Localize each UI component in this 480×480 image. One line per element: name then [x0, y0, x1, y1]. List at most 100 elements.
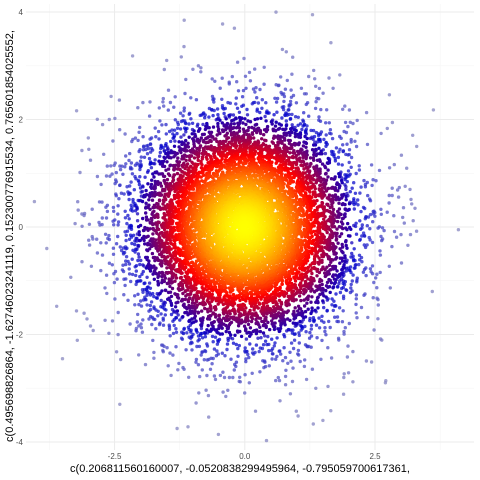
data-point [150, 251, 155, 256]
data-point [260, 319, 264, 324]
data-point [411, 219, 415, 223]
data-point [278, 285, 282, 289]
data-point [167, 323, 171, 327]
data-point [133, 303, 137, 307]
data-point [281, 359, 285, 363]
data-point [189, 340, 193, 344]
data-point [229, 320, 234, 325]
data-point [302, 298, 306, 302]
data-point [224, 329, 228, 334]
data-point [240, 104, 244, 109]
data-point [159, 312, 163, 316]
data-point [199, 136, 203, 140]
data-point [74, 109, 79, 113]
data-point [406, 243, 410, 247]
data-point [162, 174, 167, 179]
data-point [230, 74, 234, 79]
data-point [137, 353, 141, 357]
data-point [379, 131, 383, 136]
data-point [95, 117, 100, 122]
data-points [32, 10, 461, 443]
data-point [317, 316, 321, 320]
data-point [145, 293, 149, 297]
data-point [343, 183, 347, 187]
data-point [284, 50, 288, 54]
data-point [69, 275, 73, 279]
data-point [348, 120, 352, 125]
data-point [364, 110, 369, 115]
data-point [169, 156, 173, 160]
data-point [217, 326, 221, 331]
data-point [162, 274, 167, 278]
data-point [134, 326, 139, 331]
data-point [153, 186, 157, 190]
data-point [133, 294, 137, 298]
data-point [159, 184, 164, 188]
data-point [152, 175, 156, 179]
data-point [128, 191, 132, 196]
data-point [280, 47, 285, 52]
data-point [156, 129, 161, 134]
data-point [265, 304, 270, 308]
data-point [144, 147, 148, 152]
data-point [113, 218, 117, 222]
data-point [212, 108, 216, 113]
data-point [168, 100, 173, 105]
data-point [175, 151, 179, 156]
data-point [272, 305, 276, 309]
data-point [156, 279, 160, 284]
data-point [147, 203, 151, 207]
data-point [157, 220, 161, 225]
data-point [150, 322, 154, 327]
data-point [291, 55, 295, 59]
data-point [273, 281, 277, 286]
data-point [351, 121, 355, 126]
data-point [379, 207, 383, 211]
data-point [165, 177, 170, 182]
data-point [214, 118, 218, 122]
data-point [171, 353, 175, 357]
data-point [235, 329, 240, 333]
data-point [268, 327, 272, 332]
data-point [114, 180, 119, 184]
data-point [282, 99, 286, 104]
data-point [118, 402, 122, 406]
data-point [317, 146, 321, 150]
data-point [410, 202, 414, 206]
data-point [253, 123, 257, 127]
data-point [247, 355, 251, 360]
data-point [138, 274, 142, 279]
data-point [401, 206, 406, 210]
data-point [345, 142, 349, 146]
data-point [176, 164, 181, 168]
data-point [167, 327, 172, 331]
data-point [294, 101, 299, 105]
data-point [304, 102, 308, 107]
data-point [354, 302, 358, 307]
data-point [254, 343, 259, 347]
data-point [221, 370, 225, 374]
data-point [172, 228, 177, 232]
data-point [320, 314, 324, 318]
data-point [349, 137, 353, 142]
data-point [173, 95, 177, 99]
data-point [139, 279, 143, 283]
data-point [198, 374, 202, 379]
data-point [303, 358, 307, 362]
data-point [349, 286, 353, 290]
data-point [290, 123, 294, 127]
data-point [211, 356, 215, 361]
data-point [169, 373, 173, 378]
data-point [162, 159, 166, 163]
data-point [346, 221, 350, 226]
data-point [174, 330, 179, 334]
data-point [362, 178, 366, 183]
data-point [311, 137, 315, 141]
data-point [370, 240, 375, 245]
data-point [153, 317, 157, 322]
data-point [346, 344, 350, 348]
data-point [237, 126, 242, 130]
data-point [324, 133, 328, 137]
data-point [137, 149, 141, 154]
data-point [116, 234, 120, 239]
